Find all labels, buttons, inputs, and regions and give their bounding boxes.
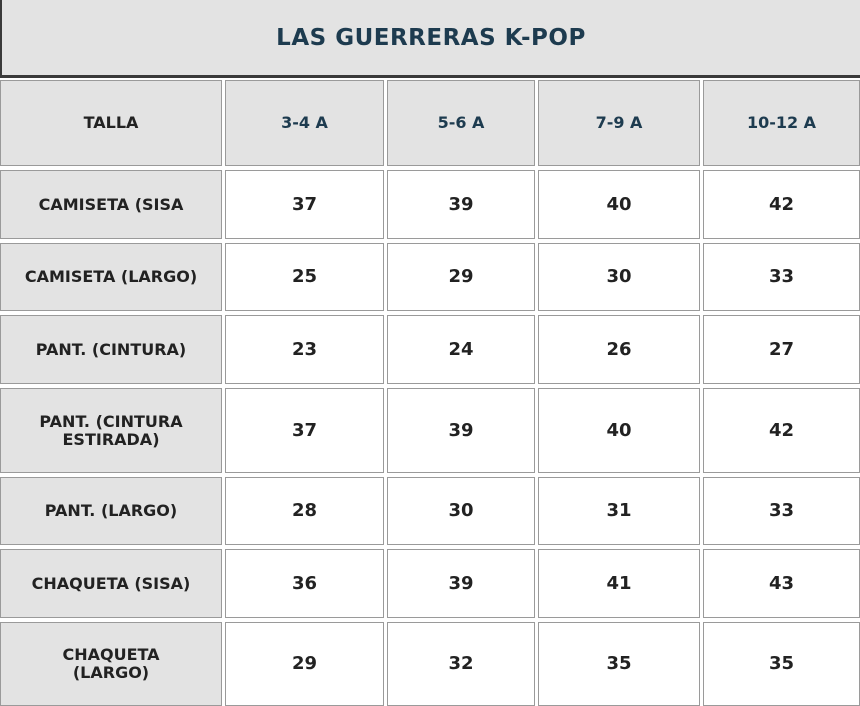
column-header: 3-4 A (225, 80, 384, 166)
table-cell: 32 (387, 622, 535, 706)
table-cell: 42 (703, 170, 860, 239)
table-cell: 30 (387, 477, 535, 545)
table-cell: 33 (703, 477, 860, 545)
row-label: CHAQUETA (LARGO) (0, 622, 222, 706)
row-label: PANT. (CINTURA) (0, 315, 222, 384)
column-header: 7-9 A (538, 80, 700, 166)
table-cell: 31 (538, 477, 700, 545)
size-table: TALLA 3-4 A 5-6 A 7-9 A 10-12 A CAMISETA (SIS… (0, 80, 860, 706)
table-cell: 33 (703, 243, 860, 311)
column-header: TALLA (0, 80, 222, 166)
table-cell: 29 (225, 622, 384, 706)
row-label: CAMISETA (LARGO) (0, 243, 222, 311)
table-cell: 28 (225, 477, 384, 545)
table-cell: 26 (538, 315, 700, 384)
table-cell: 39 (387, 549, 535, 618)
table-cell: 42 (703, 388, 860, 473)
column-header: 5-6 A (387, 80, 535, 166)
table-cell: 41 (538, 549, 700, 618)
table-cell: 40 (538, 388, 700, 473)
row-label: PANT. (CINTURA ESTIRADA) (0, 388, 222, 473)
table-cell: 36 (225, 549, 384, 618)
column-header: 10-12 A (703, 80, 860, 166)
table-cell: 23 (225, 315, 384, 384)
table-cell: 37 (225, 388, 384, 473)
row-label: CHAQUETA (SISA) (0, 549, 222, 618)
table-cell: 24 (387, 315, 535, 384)
table-cell: 35 (703, 622, 860, 706)
table-cell: 35 (538, 622, 700, 706)
table-cell: 37 (225, 170, 384, 239)
table-cell: 27 (703, 315, 860, 384)
table-title: LAS GUERRERAS K-POP (0, 0, 860, 78)
table-cell: 29 (387, 243, 535, 311)
table-cell: 39 (387, 388, 535, 473)
row-label: PANT. (LARGO) (0, 477, 222, 545)
table-cell: 43 (703, 549, 860, 618)
table-cell: 39 (387, 170, 535, 239)
table-cell: 40 (538, 170, 700, 239)
table-cell: 30 (538, 243, 700, 311)
row-label: CAMISETA (SISA (0, 170, 222, 239)
table-cell: 25 (225, 243, 384, 311)
